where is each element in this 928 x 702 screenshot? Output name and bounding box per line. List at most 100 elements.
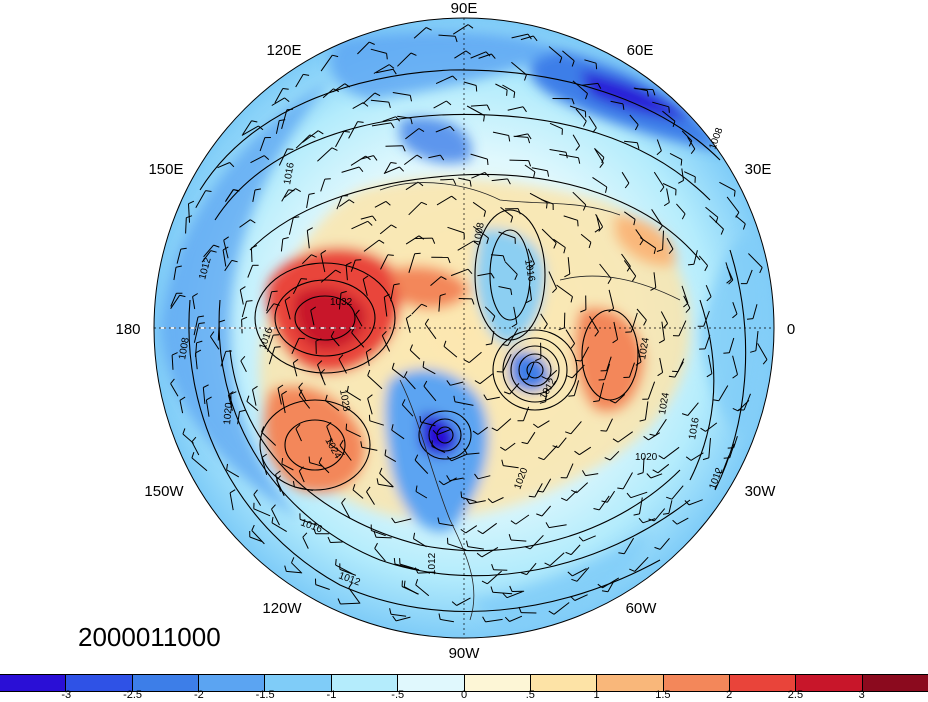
wind-barb bbox=[746, 269, 753, 284]
colorbar-box bbox=[265, 675, 332, 691]
wind-barb-flag bbox=[525, 299, 532, 304]
wind-barb-flag bbox=[532, 423, 539, 429]
wind-barb-flag bbox=[345, 423, 348, 430]
colorbar-label: -.5 bbox=[391, 689, 405, 701]
colorbar-box bbox=[132, 675, 200, 691]
wind-barb bbox=[340, 602, 361, 605]
wind-barb bbox=[666, 188, 670, 203]
wind-barb bbox=[330, 541, 343, 543]
wind-barb bbox=[335, 564, 353, 575]
wind-barb-flag bbox=[402, 145, 406, 152]
wind-barb bbox=[642, 518, 656, 524]
wind-barb bbox=[370, 99, 389, 103]
wind-barb-flag bbox=[483, 210, 486, 217]
wind-barb-flag bbox=[510, 216, 514, 223]
wind-barb-flag bbox=[652, 469, 659, 474]
wind-barb bbox=[222, 249, 227, 267]
wind-barb-flag bbox=[295, 188, 301, 193]
wind-barb bbox=[325, 400, 340, 412]
wind-barb bbox=[170, 383, 179, 397]
wind-barb-flag bbox=[659, 186, 665, 193]
wind-barb-flag bbox=[452, 75, 458, 81]
colorbar-box bbox=[331, 675, 399, 691]
wind-barb-flag bbox=[528, 160, 532, 167]
wind-barb bbox=[383, 166, 400, 174]
isobar-label: 1028 bbox=[337, 389, 352, 413]
wind-barb-flag bbox=[571, 578, 578, 582]
wind-barb bbox=[602, 577, 620, 589]
wind-barb-flag bbox=[251, 524, 255, 531]
wind-barb-flag bbox=[643, 319, 647, 326]
wind-barb bbox=[284, 188, 296, 198]
wind-barb bbox=[295, 428, 302, 442]
wind-barb-flag bbox=[650, 287, 657, 291]
isobar-nepac-2 bbox=[259, 399, 371, 491]
isobar-label: 1008 bbox=[472, 221, 487, 245]
wind-barb-flag bbox=[332, 54, 339, 58]
wind-barb bbox=[281, 189, 289, 202]
wind-barb bbox=[443, 346, 458, 358]
wind-barb bbox=[436, 195, 452, 206]
isobar-ring-3 bbox=[218, 299, 691, 577]
wind-barb-flag bbox=[476, 552, 483, 558]
wind-barb-flag bbox=[485, 343, 492, 346]
wind-barb-flag bbox=[508, 135, 511, 142]
wind-barb bbox=[457, 240, 474, 251]
colorbar-box bbox=[0, 675, 67, 691]
wind-barb-flag bbox=[182, 428, 186, 435]
wind-barb-flag bbox=[680, 159, 683, 166]
wind-barb bbox=[380, 254, 389, 270]
wind-barb bbox=[322, 88, 334, 99]
wind-barb bbox=[628, 362, 635, 378]
wind-barb bbox=[668, 500, 673, 514]
wind-barb bbox=[239, 219, 251, 228]
wind-barb-flag bbox=[438, 613, 441, 620]
wind-barb bbox=[732, 302, 738, 315]
wind-barb bbox=[374, 200, 387, 208]
wind-barb-flag bbox=[308, 456, 311, 463]
wind-barb-flag bbox=[415, 579, 419, 586]
wind-barb bbox=[659, 357, 664, 373]
wind-barb bbox=[477, 426, 488, 435]
wind-barb bbox=[191, 441, 200, 456]
wind-barb bbox=[355, 314, 363, 327]
wind-barb-flag bbox=[601, 500, 608, 503]
wind-barb-flag bbox=[388, 101, 391, 109]
wind-barb-flag bbox=[609, 399, 616, 404]
wind-barb-flag bbox=[358, 166, 364, 173]
wind-barb-flag bbox=[406, 314, 412, 319]
wind-barb bbox=[382, 116, 396, 122]
wind-barb-flag bbox=[263, 155, 270, 160]
wind-barb bbox=[479, 373, 494, 385]
wind-barb-flag bbox=[481, 580, 488, 585]
wind-barb bbox=[250, 247, 253, 263]
wind-barb bbox=[606, 356, 612, 371]
wind-barb-flag bbox=[348, 199, 355, 204]
wind-barb-flag bbox=[230, 391, 237, 395]
wind-barb-flag bbox=[594, 228, 601, 233]
wind-barb-flag bbox=[282, 88, 289, 90]
wind-barb bbox=[261, 431, 277, 446]
wind-barb bbox=[548, 46, 563, 58]
isobar-ring-2 bbox=[229, 349, 681, 552]
wind-barb bbox=[405, 128, 420, 140]
wind-barb bbox=[241, 319, 243, 334]
wind-barb-flag bbox=[570, 296, 573, 303]
wind-barb bbox=[595, 213, 604, 228]
wind-barb bbox=[642, 457, 645, 473]
wind-barb bbox=[629, 114, 639, 126]
wind-barb bbox=[351, 332, 365, 348]
wind-barb bbox=[589, 316, 599, 332]
wind-barb-flag bbox=[372, 215, 377, 222]
wind-barb bbox=[548, 524, 567, 529]
wind-barb bbox=[606, 418, 613, 432]
wind-barb bbox=[352, 102, 364, 110]
wind-barb bbox=[676, 203, 686, 215]
wind-barb-flag bbox=[601, 157, 605, 164]
wind-barbs bbox=[170, 24, 768, 623]
wind-barb-flag bbox=[482, 616, 486, 623]
wind-barb-flag bbox=[425, 27, 432, 31]
wind-barb bbox=[677, 358, 685, 372]
colorbar-labels: -3 -2.5 -2 -1.5 -1 -.5 0 .5 1 1.5 2 2.5 3 bbox=[0, 689, 928, 702]
wind-barb bbox=[348, 121, 359, 139]
